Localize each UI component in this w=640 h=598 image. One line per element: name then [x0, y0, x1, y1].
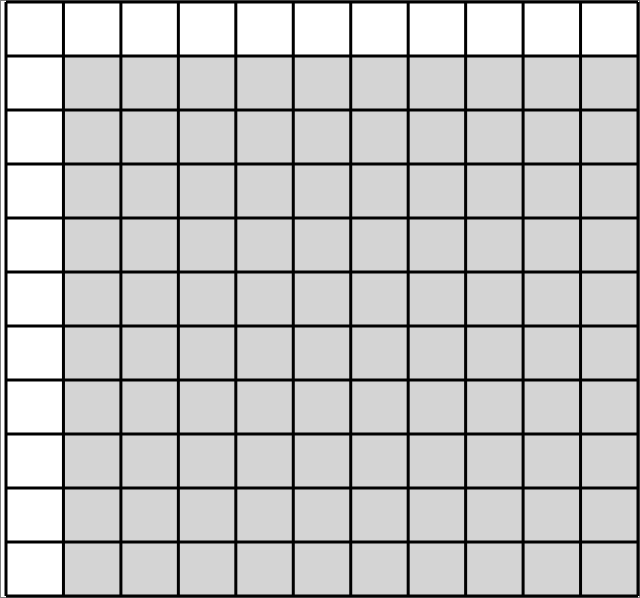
grid-diagram — [0, 0, 640, 598]
